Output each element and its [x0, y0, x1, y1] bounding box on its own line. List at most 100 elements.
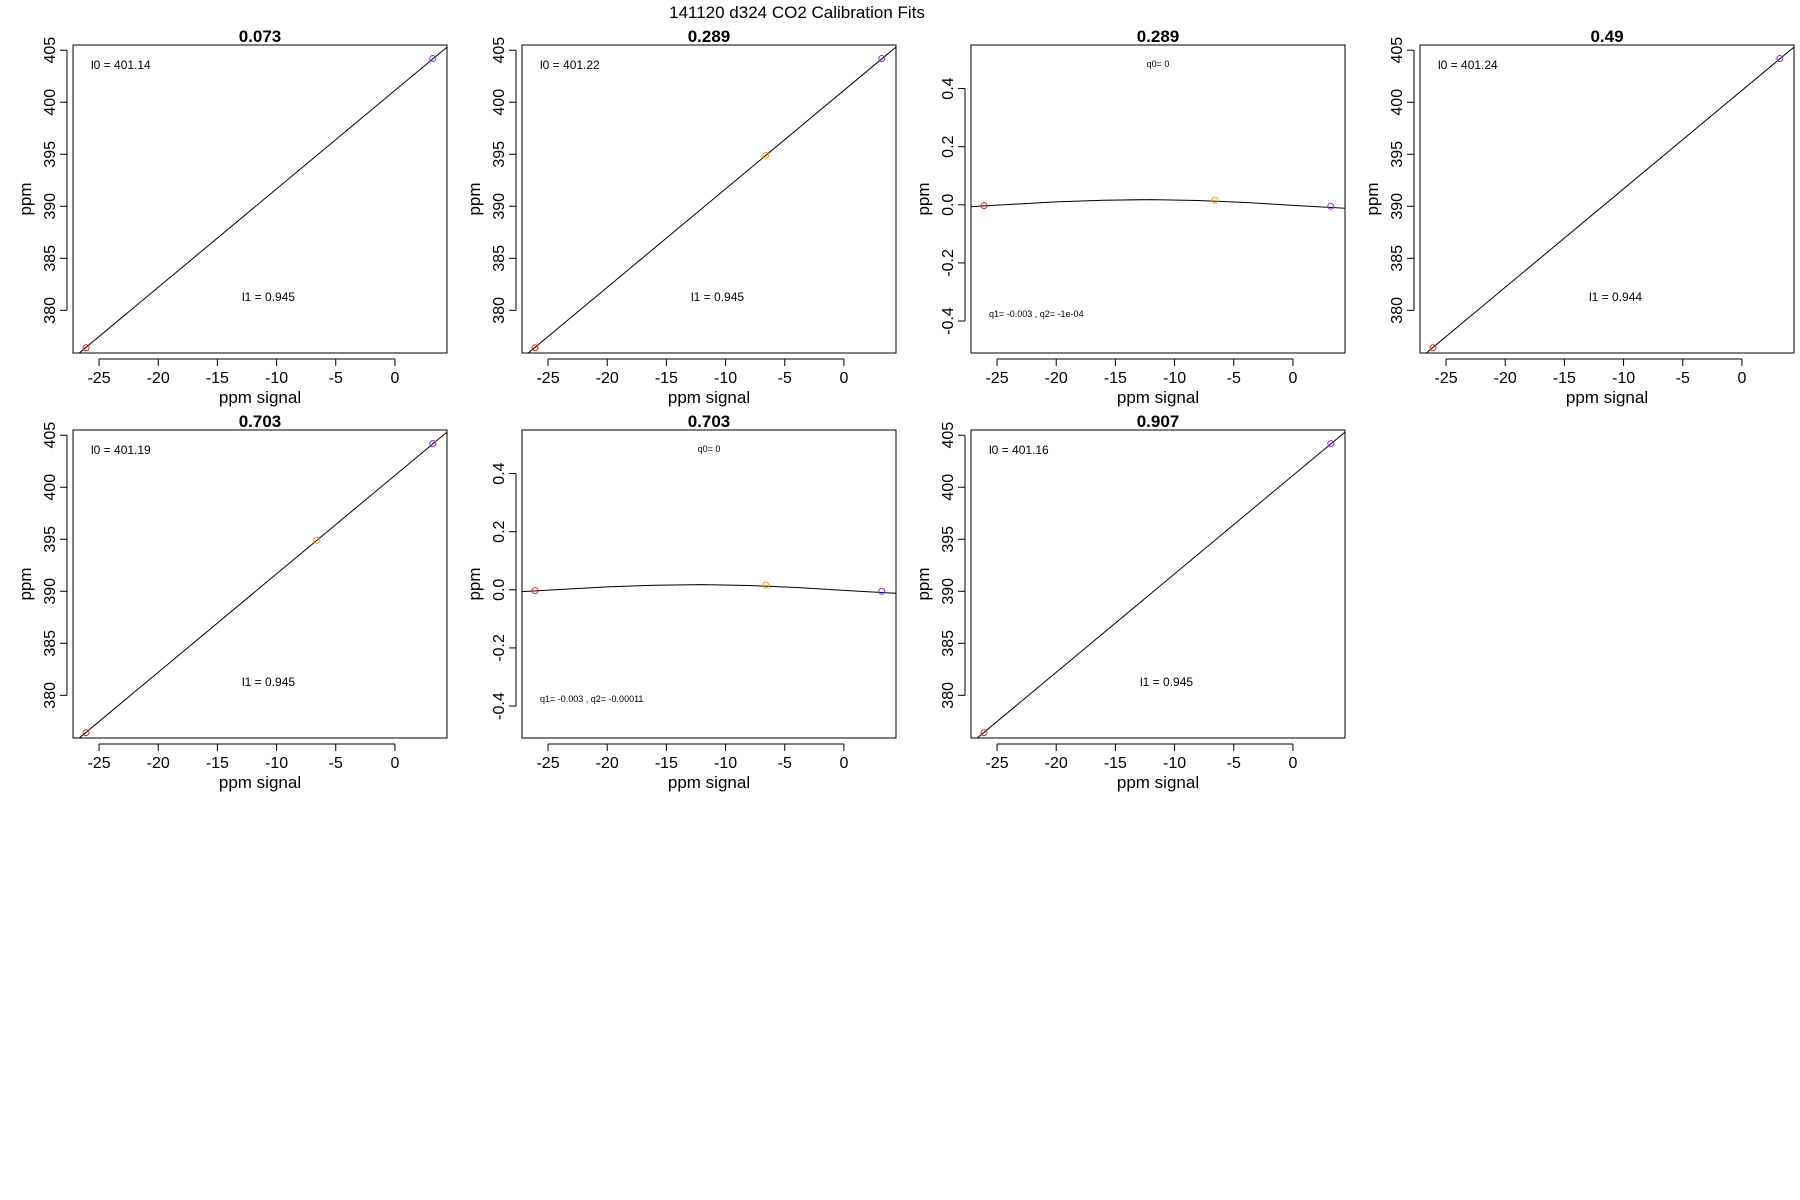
x-tick-label: -15	[1104, 755, 1127, 772]
x-axis-label: ppm signal	[1566, 388, 1648, 407]
slope-annotation: l1 = 0.944	[1589, 290, 1642, 304]
panel-7: 0.907 -25 -20 -15 -10 -5 0 ppm signal 380 385 390 3…	[914, 412, 1346, 792]
x-tick-label: 0	[839, 370, 848, 387]
panel-6: 0.703 -25 -20 -15 -10 -5 0 ppm signal -0.4 -0.2 0.…	[465, 412, 897, 792]
q0-annotation: q0= 0	[1147, 59, 1170, 69]
x-tick-label: 0	[839, 755, 848, 772]
y-tick-label: 395	[1389, 141, 1406, 168]
y-tick-label: 405	[42, 422, 59, 449]
y-tick-label: -0.2	[491, 634, 508, 662]
x-tick-label: -20	[1045, 370, 1068, 387]
data-point	[878, 587, 886, 595]
intercept-annotation: l0 = 401.22	[540, 58, 600, 72]
plot-frame	[1419, 44, 1795, 354]
panel-3: 0.289 -25 -20 -15 -10 -5 0 ppm signal -0.4 -0.2 0.…	[914, 27, 1346, 407]
y-tick-label: 400	[1389, 89, 1406, 116]
y-tick-label: 390	[940, 578, 957, 605]
x-axis-label: ppm signal	[219, 388, 301, 407]
panel-title: 0.49	[1590, 27, 1623, 46]
x-tick-label: 0	[390, 370, 399, 387]
x-tick-label: -5	[778, 370, 792, 387]
panel-title: 0.289	[1137, 27, 1180, 46]
y-tick-label: 380	[42, 297, 59, 324]
y-tick-label: 0.0	[491, 579, 508, 601]
x-tick-label: -5	[778, 755, 792, 772]
x-tick-label: -5	[329, 370, 343, 387]
panel-title: 0.703	[239, 412, 282, 431]
y-axis-label: ppm	[465, 182, 484, 215]
data-point	[980, 729, 988, 737]
y-tick-label: 0.2	[940, 135, 957, 157]
x-tick-label: -25	[536, 370, 559, 387]
y-tick-label: 385	[491, 245, 508, 272]
data-point	[762, 581, 770, 589]
x-tick-label: 0	[1737, 370, 1746, 387]
fit-line	[976, 431, 1345, 738]
y-tick-label: 380	[42, 682, 59, 709]
x-tick-label: -15	[1104, 370, 1127, 387]
y-tick-label: 385	[940, 630, 957, 657]
x-axis-label: ppm signal	[1117, 388, 1199, 407]
fit-line	[78, 46, 447, 353]
panel-title: 0.289	[688, 27, 731, 46]
x-tick-label: -10	[1612, 370, 1635, 387]
x-tick-label: -25	[536, 755, 559, 772]
fit-line	[1425, 46, 1794, 353]
x-tick-label: -25	[985, 755, 1008, 772]
y-tick-label: 0.4	[491, 462, 508, 484]
data-point	[429, 55, 437, 63]
plot-frame	[970, 429, 1346, 739]
x-tick-label: -10	[714, 370, 737, 387]
x-tick-label: -15	[206, 370, 229, 387]
y-tick-label: 395	[42, 526, 59, 553]
fit-line	[527, 46, 896, 353]
data-point	[878, 55, 886, 63]
data-point	[1211, 196, 1219, 204]
y-tick-label: 400	[940, 474, 957, 501]
data-point	[980, 202, 988, 210]
x-tick-label: -25	[87, 755, 110, 772]
data-point	[313, 536, 321, 544]
y-tick-label: 385	[42, 245, 59, 272]
x-tick-label: -15	[655, 370, 678, 387]
slope-annotation: l1 = 0.945	[1140, 675, 1193, 689]
data-point	[1327, 440, 1335, 448]
y-tick-label: 400	[42, 474, 59, 501]
figure-title: 141120 d324 CO2 Calibration Fits	[669, 3, 925, 22]
y-tick-label: 0.4	[940, 77, 957, 99]
data-point	[1776, 55, 1784, 63]
x-tick-label: -15	[655, 755, 678, 772]
y-tick-label: 380	[940, 682, 957, 709]
y-tick-label: 395	[940, 526, 957, 553]
y-tick-label: 400	[42, 89, 59, 116]
x-tick-label: -5	[1676, 370, 1690, 387]
panel-grid: 0.073 -25 -20 -15 -10 -5 0 ppm signal 380 385 390 3…	[16, 27, 1795, 792]
x-tick-label: -20	[596, 370, 619, 387]
x-tick-label: -25	[1434, 370, 1457, 387]
x-tick-label: -5	[329, 755, 343, 772]
data-point	[429, 440, 437, 448]
y-tick-label: 405	[491, 37, 508, 64]
y-axis-label: ppm	[1363, 182, 1382, 215]
data-point	[82, 729, 90, 737]
y-tick-label: 400	[491, 89, 508, 116]
y-tick-label: 0.0	[940, 194, 957, 216]
plot-frame	[521, 429, 897, 739]
slope-annotation: l1 = 0.945	[691, 290, 744, 304]
x-tick-label: -20	[147, 755, 170, 772]
q1-q2-annotation: q1= -0.003 , q2= -1e-04	[989, 309, 1084, 319]
x-tick-label: -15	[206, 755, 229, 772]
data-point	[531, 344, 539, 352]
x-tick-label: -20	[147, 370, 170, 387]
x-tick-label: 0	[390, 755, 399, 772]
x-axis-label: ppm signal	[668, 388, 750, 407]
slope-annotation: l1 = 0.945	[242, 675, 295, 689]
y-tick-label: -0.4	[940, 307, 957, 335]
intercept-annotation: l0 = 401.14	[91, 58, 151, 72]
q0-annotation: q0= 0	[698, 444, 721, 454]
y-axis-label: ppm	[16, 567, 35, 600]
x-tick-label: 0	[1288, 370, 1297, 387]
y-axis-label: ppm	[914, 182, 933, 215]
panel-title: 0.703	[688, 412, 731, 431]
